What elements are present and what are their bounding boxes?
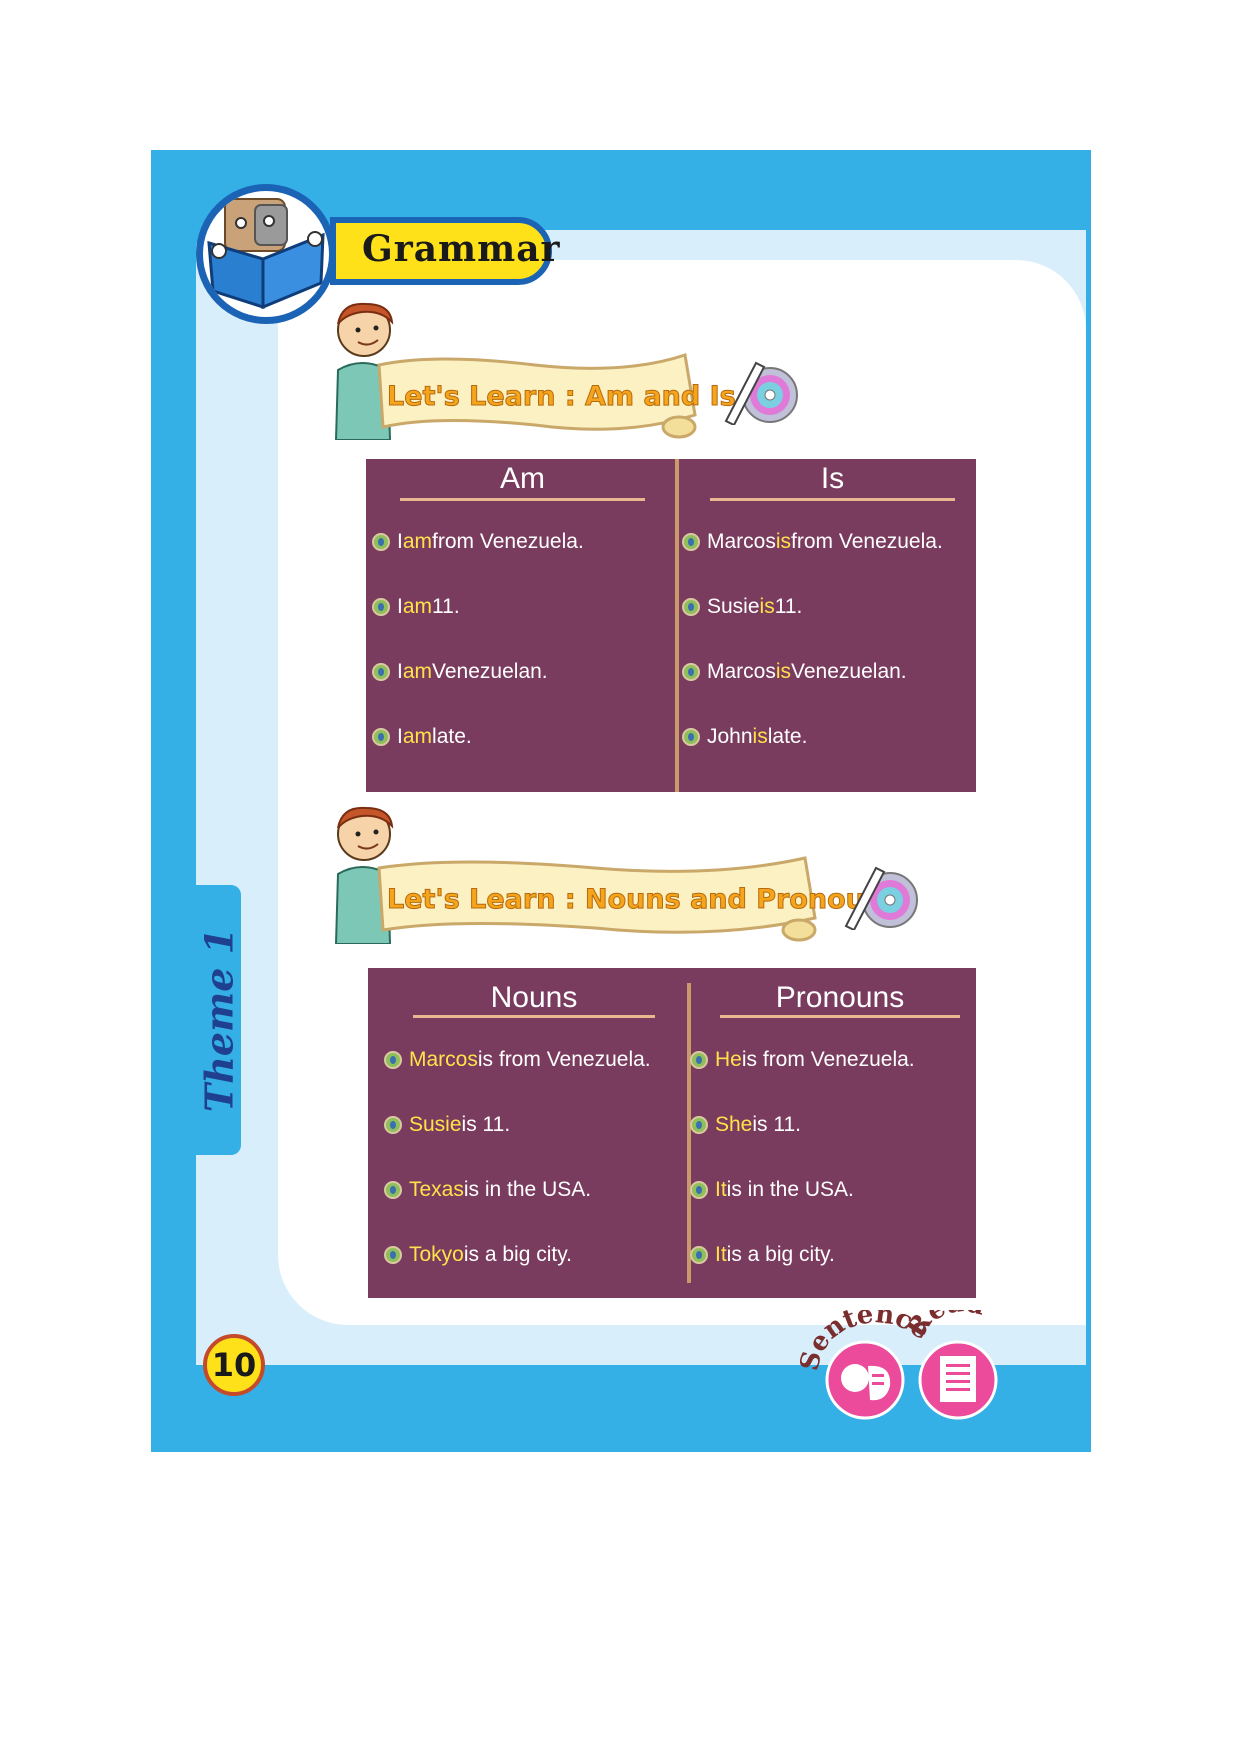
reading-book-icon: [196, 184, 336, 324]
header-underline: [413, 1015, 655, 1018]
audio-bullet-icon[interactable]: [690, 1246, 708, 1264]
am-row: I am 11.: [372, 595, 460, 619]
is-row: Susie is 11.: [682, 595, 802, 619]
sentence-icon[interactable]: [825, 1340, 905, 1420]
pronoun-row: She is 11.: [690, 1113, 801, 1137]
kid-illustration-icon: [334, 806, 394, 944]
noun-row: Marcos is from Venezuela.: [384, 1048, 651, 1072]
table-divider: [687, 983, 691, 1283]
audio-bullet-icon[interactable]: [384, 1116, 402, 1134]
pronoun-row: He is from Venezuela.: [690, 1048, 915, 1072]
audio-bullet-icon[interactable]: [682, 533, 700, 551]
audio-bullet-icon[interactable]: [384, 1181, 402, 1199]
audio-bullet-icon[interactable]: [682, 598, 700, 616]
pen-cd-icon[interactable]: [840, 860, 920, 930]
is-row: John is late.: [682, 725, 807, 749]
column-header-am: Am: [500, 462, 545, 495]
section1-banner-title: Let's Learn : Am and Is: [387, 381, 737, 413]
audio-bullet-icon[interactable]: [384, 1246, 402, 1264]
am-is-table: [366, 459, 976, 792]
header-underline: [400, 498, 645, 501]
noun-row: Tokyo is a big city.: [384, 1243, 572, 1267]
audio-bullet-icon[interactable]: [682, 728, 700, 746]
audio-bullet-icon[interactable]: [372, 533, 390, 551]
read-icon[interactable]: [918, 1340, 998, 1420]
am-row: I am from Venezuela.: [372, 530, 584, 554]
column-header-is: Is: [820, 462, 845, 495]
audio-bullet-icon[interactable]: [372, 598, 390, 616]
audio-bullet-icon[interactable]: [690, 1051, 708, 1069]
banner-scroll: [377, 856, 817, 942]
theme-tab: [196, 885, 241, 1155]
pronoun-row: It is a big city.: [690, 1243, 835, 1267]
audio-bullet-icon[interactable]: [682, 663, 700, 681]
table-divider: [675, 459, 679, 792]
noun-row: Texas is in the USA.: [384, 1178, 591, 1202]
pen-cd-icon[interactable]: [720, 355, 800, 425]
audio-bullet-icon[interactable]: [690, 1181, 708, 1199]
section2-banner-title: Let's Learn : Nouns and Pronouns: [386, 884, 901, 916]
is-row: Marcos is Venezuelan.: [682, 660, 907, 684]
grammar-pill: [330, 217, 552, 285]
kid-illustration-icon: [334, 302, 394, 440]
is-row: Marcos is from Venezuela.: [682, 530, 943, 554]
page-number: 10: [203, 1334, 265, 1396]
nouns-pronouns-table: [368, 968, 976, 1298]
am-row: I am late.: [372, 725, 472, 749]
am-row: I am Venezuelan.: [372, 660, 548, 684]
column-header-pronouns: Pronouns: [775, 981, 905, 1014]
audio-bullet-icon[interactable]: [372, 663, 390, 681]
pronoun-row: It is in the USA.: [690, 1178, 854, 1202]
audio-bullet-icon[interactable]: [384, 1051, 402, 1069]
audio-bullet-icon[interactable]: [372, 728, 390, 746]
banner-scroll: [377, 353, 697, 439]
header-underline: [720, 1015, 960, 1018]
sentence-read-icons: Sentence Read: [800, 1310, 998, 1420]
column-header-nouns: Nouns: [490, 981, 578, 1014]
theme-label: Theme 1: [196, 927, 242, 1113]
page-title: Grammar: [362, 228, 561, 270]
noun-row: Susie is 11.: [384, 1113, 510, 1137]
audio-bullet-icon[interactable]: [690, 1116, 708, 1134]
header-underline: [710, 498, 955, 501]
